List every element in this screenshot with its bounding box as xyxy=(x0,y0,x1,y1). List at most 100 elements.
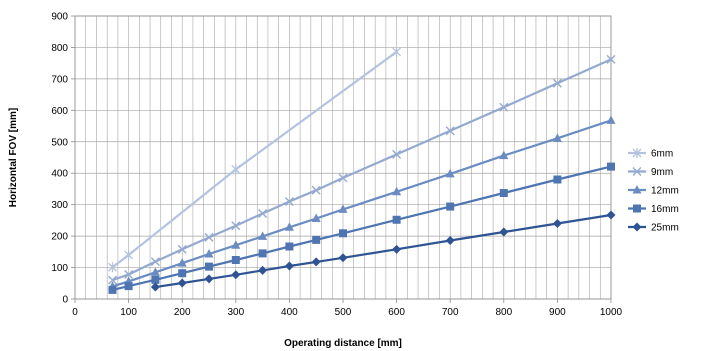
series-16mm xyxy=(108,162,615,294)
data-point-triangle xyxy=(177,258,187,267)
data-point-diamond xyxy=(311,257,321,267)
data-point-x xyxy=(108,275,118,285)
data-point-triangle xyxy=(150,267,160,276)
data-point-x xyxy=(392,149,402,159)
data-point-triangle xyxy=(311,213,321,223)
data-point-triangle xyxy=(204,249,214,258)
data-point-square xyxy=(178,269,187,278)
y-tick-label: 200 xyxy=(51,232,68,243)
data-point-star xyxy=(124,249,134,260)
x-tick-label: 300 xyxy=(227,307,244,318)
legend: 6mm 9mm 12mm 16mm 25mm xyxy=(628,148,679,234)
data-point-star xyxy=(108,262,117,273)
x-tick-label: 400 xyxy=(281,307,298,318)
axes: 0 100 200 300 400 500 600 700 800 900 1000 0 100 200 3… xyxy=(51,12,622,319)
data-point-x xyxy=(499,102,509,112)
data-point-square xyxy=(124,282,133,291)
legend-label: 9mm xyxy=(651,167,673,178)
data-point-square xyxy=(392,215,401,224)
x-tick-label: 700 xyxy=(442,307,459,318)
data-point-diamond xyxy=(499,227,509,237)
y-tick-label: 800 xyxy=(51,43,68,54)
data-point-x xyxy=(258,208,268,218)
data-point-triangle xyxy=(284,222,294,231)
series-line xyxy=(155,213,612,289)
legend-label: 16mm xyxy=(651,204,679,215)
data-point-x xyxy=(231,221,241,231)
data-point-diamond xyxy=(284,261,294,271)
x-tick-label: 900 xyxy=(549,307,566,318)
y-tick-label: 900 xyxy=(51,12,68,23)
y-axis-title: Horizontal FOV [mm] xyxy=(8,108,19,207)
y-tick-label: 600 xyxy=(51,106,68,117)
legend-item: 12mm xyxy=(628,185,679,197)
data-point-x xyxy=(311,185,321,195)
legend-label: 6mm xyxy=(651,149,673,160)
data-point-square xyxy=(151,275,160,284)
x-tick-label: 0 xyxy=(72,307,78,318)
data-point-square xyxy=(633,204,641,213)
data-point-x xyxy=(124,269,134,279)
data-point-square xyxy=(312,235,321,244)
data-point-diamond xyxy=(606,210,616,220)
data-point-square xyxy=(108,285,117,294)
data-point-square xyxy=(499,189,508,198)
data-point-triangle xyxy=(499,150,509,160)
y-tick-label: 100 xyxy=(51,263,68,274)
data-point-diamond xyxy=(258,265,268,275)
legend-item: 9mm xyxy=(628,167,673,178)
data-point-x xyxy=(445,126,455,136)
series-group xyxy=(108,46,616,294)
data-point-diamond xyxy=(392,244,402,254)
data-point-triangle xyxy=(445,168,455,178)
data-point-square xyxy=(607,162,615,171)
data-point-diamond xyxy=(150,282,160,292)
x-axis-title: Operating distance [mm] xyxy=(284,338,402,349)
series-6mm xyxy=(108,46,402,273)
x-tick-label: 100 xyxy=(120,307,137,318)
data-point-square xyxy=(258,249,267,258)
data-point-diamond xyxy=(204,274,214,284)
data-point-triangle xyxy=(231,240,241,249)
y-tick-label: 0 xyxy=(62,295,68,306)
series-9mm xyxy=(108,54,616,285)
data-point-x xyxy=(552,78,562,88)
data-point-triangle xyxy=(392,186,402,196)
legend-label: 12mm xyxy=(651,186,679,197)
data-point-star xyxy=(632,148,642,158)
legend-item: 16mm xyxy=(628,204,679,215)
y-tick-label: 400 xyxy=(51,169,68,180)
data-point-triangle xyxy=(258,231,268,240)
data-point-diamond xyxy=(632,222,642,232)
data-point-diamond xyxy=(552,219,562,229)
x-tick-label: 1000 xyxy=(600,307,623,318)
x-tick-label: 500 xyxy=(335,307,352,318)
data-point-square xyxy=(553,175,562,184)
data-point-diamond xyxy=(177,278,187,288)
data-point-triangle xyxy=(338,204,348,213)
data-point-x xyxy=(338,173,348,183)
legend-label: 25mm xyxy=(651,223,679,234)
data-point-x xyxy=(632,167,642,176)
data-point-square xyxy=(231,256,240,265)
data-point-x xyxy=(204,232,214,242)
x-tick-label: 800 xyxy=(495,307,512,318)
y-tick-label: 500 xyxy=(51,137,68,148)
data-point-square xyxy=(285,242,294,251)
legend-item: 6mm xyxy=(628,148,673,160)
series-line xyxy=(111,50,398,269)
data-point-diamond xyxy=(445,236,455,246)
data-point-diamond xyxy=(231,270,241,280)
data-point-diamond xyxy=(338,253,348,263)
data-point-triangle xyxy=(552,133,562,142)
data-point-x xyxy=(284,197,294,207)
data-point-square xyxy=(339,229,347,238)
series-12mm xyxy=(108,115,616,290)
data-point-triangle xyxy=(606,115,616,124)
data-point-square xyxy=(446,202,455,211)
data-point-star xyxy=(392,46,402,57)
data-point-x xyxy=(606,54,616,64)
x-tick-label: 200 xyxy=(174,307,191,318)
data-point-star xyxy=(231,164,241,175)
